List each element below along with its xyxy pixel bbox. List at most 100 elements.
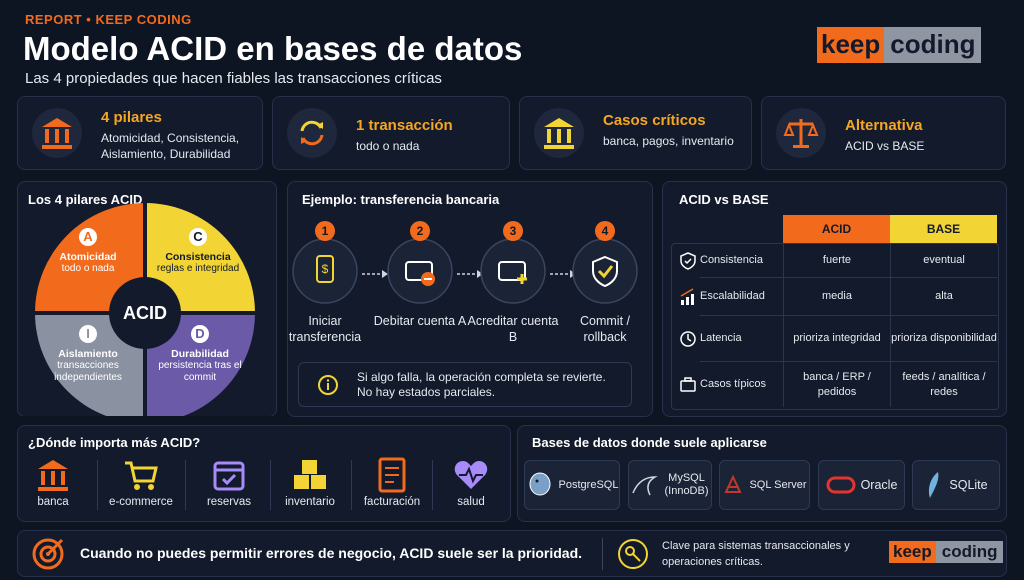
- icon-part: [41, 471, 45, 485]
- quadrant: [35, 313, 145, 423]
- table-cell: feeds / analítica / redes: [890, 362, 997, 407]
- icon-part: [134, 484, 140, 490]
- logo-left: keep: [817, 27, 885, 63]
- row-label: Casos típicos: [700, 378, 767, 390]
- icon: [457, 270, 483, 278]
- icon-part: [405, 261, 433, 281]
- row-label: Escalabilidad: [700, 278, 783, 316]
- icon: [544, 118, 574, 149]
- pillar-letter: I: [79, 325, 97, 343]
- icon-part: [684, 257, 692, 264]
- icon-part: [826, 476, 856, 494]
- icon: [680, 331, 696, 347]
- icon: [783, 119, 819, 148]
- highlight-body: Casos críticos banca, pagos, inventario: [603, 112, 741, 149]
- icon-part: [378, 457, 406, 493]
- icon-part: [221, 473, 237, 486]
- database-icon: [924, 470, 944, 500]
- database-name: MySQL (InnoDB): [664, 472, 709, 497]
- icon: $: [316, 255, 334, 283]
- icon-part: [547, 129, 551, 143]
- pillar-text: reglas e integridad: [156, 263, 240, 274]
- step-label: Iniciar transferencia: [288, 314, 362, 344]
- icon: [498, 261, 527, 284]
- use-divider: [97, 460, 98, 510]
- icon-part: [38, 487, 68, 491]
- icon: [362, 270, 388, 278]
- database-card: PostgreSQL: [524, 460, 620, 510]
- table-cell: alta: [890, 278, 997, 316]
- icon-part: [724, 474, 743, 493]
- database-icon: [826, 475, 856, 495]
- importance-panel: [17, 425, 511, 522]
- icon: [125, 461, 158, 490]
- icon: [454, 461, 488, 489]
- step-number: 2: [410, 221, 430, 241]
- icon-part: [680, 251, 696, 270]
- table-cell: prioriza disponibilidad: [890, 316, 997, 362]
- icon: [929, 472, 939, 498]
- pillar-letter: A: [79, 228, 97, 246]
- icon-part: [567, 129, 571, 143]
- icon: [287, 108, 337, 158]
- table-frame: [671, 243, 999, 410]
- icon-part: [529, 472, 551, 496]
- step-number: 3: [503, 221, 523, 241]
- table-cell: prioriza integridad: [783, 316, 890, 362]
- icon: [213, 461, 245, 491]
- use-icon: [290, 455, 330, 500]
- icon-part: [632, 553, 641, 562]
- icon-part: [498, 261, 526, 281]
- pillars-wheel: [17, 198, 277, 430]
- icon-part: [317, 122, 323, 129]
- highlight-body: Alternativa ACID vs BASE: [845, 117, 995, 154]
- kicker: REPORT • KEEP CODING: [25, 12, 192, 27]
- icon-part: [311, 475, 326, 489]
- database-card: MySQL (InnoDB): [628, 460, 712, 510]
- icon-part: [535, 479, 539, 483]
- step-icon: [588, 254, 622, 293]
- icon-part: [687, 334, 692, 342]
- icon-part: [55, 129, 59, 143]
- table-cell: eventual: [890, 243, 997, 278]
- database-card: SQL Server: [719, 460, 810, 510]
- icon-part: [300, 120, 323, 132]
- use-label: banca: [37, 496, 69, 508]
- icon-part: [61, 471, 65, 485]
- database-name: SQL Server: [749, 478, 807, 491]
- icon-part: [597, 265, 614, 279]
- icon: [724, 474, 743, 493]
- icon-part: [148, 484, 154, 490]
- icon-part: [301, 137, 307, 144]
- pillar-name: Durabilidad: [171, 348, 229, 360]
- step-label: Debitar cuenta A: [373, 314, 467, 328]
- icon-part: [51, 471, 55, 485]
- pillar: A Atomicidad todo o nada: [40, 228, 136, 275]
- icon: [300, 120, 324, 146]
- footer-divider: [602, 538, 603, 570]
- use-icon: [33, 455, 73, 500]
- icon: [529, 472, 551, 496]
- highlight-icon: [781, 113, 821, 158]
- use-label: facturación: [363, 496, 421, 508]
- pillars-center: ACID: [123, 303, 167, 323]
- logo-right: coding: [884, 27, 982, 63]
- pillar: C Consistencia reglas e integridad: [150, 228, 246, 275]
- logo: keep coding: [817, 27, 982, 63]
- pillar-text: todo o nada: [61, 263, 115, 274]
- pillar-letter: D: [191, 325, 209, 343]
- database-name: SQLite: [949, 477, 988, 492]
- icon-part: [39, 545, 57, 563]
- database-icon: [722, 474, 744, 496]
- icon-part: [294, 475, 309, 489]
- use-icon: [451, 455, 491, 500]
- pillar-name: Consistencia: [165, 251, 231, 263]
- icon: [826, 476, 856, 494]
- pillar-text: persistencia tras el commit: [158, 360, 242, 383]
- icon-part: [680, 288, 694, 297]
- highlight-body: 1 transacción todo o nada: [356, 117, 499, 154]
- highlight-title: Casos críticos: [603, 112, 706, 129]
- icon-part: [684, 376, 692, 382]
- table-cell: media: [783, 278, 890, 316]
- footer-panel: [17, 530, 1007, 577]
